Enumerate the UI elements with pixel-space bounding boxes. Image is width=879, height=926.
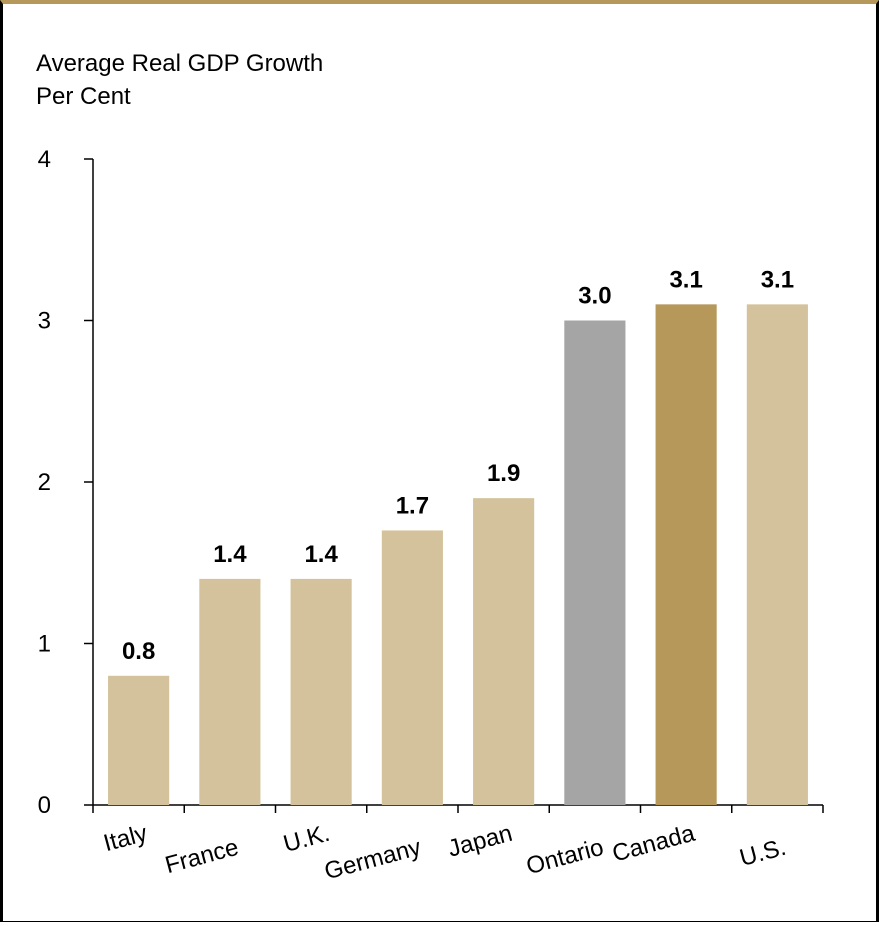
bar-germany (381, 530, 443, 805)
bar-japan (473, 498, 535, 805)
chart-title: Average Real GDP Growth (36, 50, 323, 77)
data-label: 1.4 (304, 541, 338, 568)
x-tick-label: U.S. (737, 834, 789, 872)
y-tick-label: 4 (38, 146, 51, 173)
bar-france (199, 578, 261, 805)
y-tick-label: 3 (38, 308, 51, 335)
bar-u-s (746, 304, 808, 805)
y-ticks: 0 1 2 3 4 (38, 146, 93, 819)
data-label: 3.1 (669, 266, 702, 293)
bar-italy (108, 675, 170, 805)
x-tick-label: Japan (445, 820, 515, 863)
x-ticks: Italy France U.K.Germany Japan Ontario Canada… (92, 805, 824, 886)
bar-u-k (290, 578, 352, 805)
bar-ontario (564, 320, 626, 805)
x-tick-label: France (162, 834, 241, 879)
data-label: 3.1 (761, 266, 794, 293)
x-tick-label: U.K. (281, 820, 333, 858)
bars (108, 304, 808, 805)
y-tick-label: 1 (38, 631, 51, 658)
y-tick-label: 0 (38, 792, 51, 819)
x-tick-label: Canada (609, 820, 698, 868)
y-tick-label: 2 (38, 469, 51, 496)
data-labels: 0.8 1.4 1.4 1.7 1.9 3.0 3.1 3.1 (122, 266, 794, 664)
data-label: 1.7 (396, 492, 429, 519)
x-tick-label: Italy (101, 820, 151, 857)
data-label: 0.8 (122, 638, 155, 665)
data-label: 1.9 (487, 460, 520, 487)
data-label: 1.4 (213, 541, 247, 568)
bar-chart: Average Real GDP Growth Per Cent 0 1 2 3 4 0… (36, 50, 824, 886)
bar-canada (655, 304, 717, 805)
y-axis-label: Per Cent (36, 83, 131, 110)
data-label: 3.0 (578, 283, 611, 310)
x-tick-label: Ontario (523, 834, 606, 880)
x-tick-label: Germany (322, 834, 424, 886)
